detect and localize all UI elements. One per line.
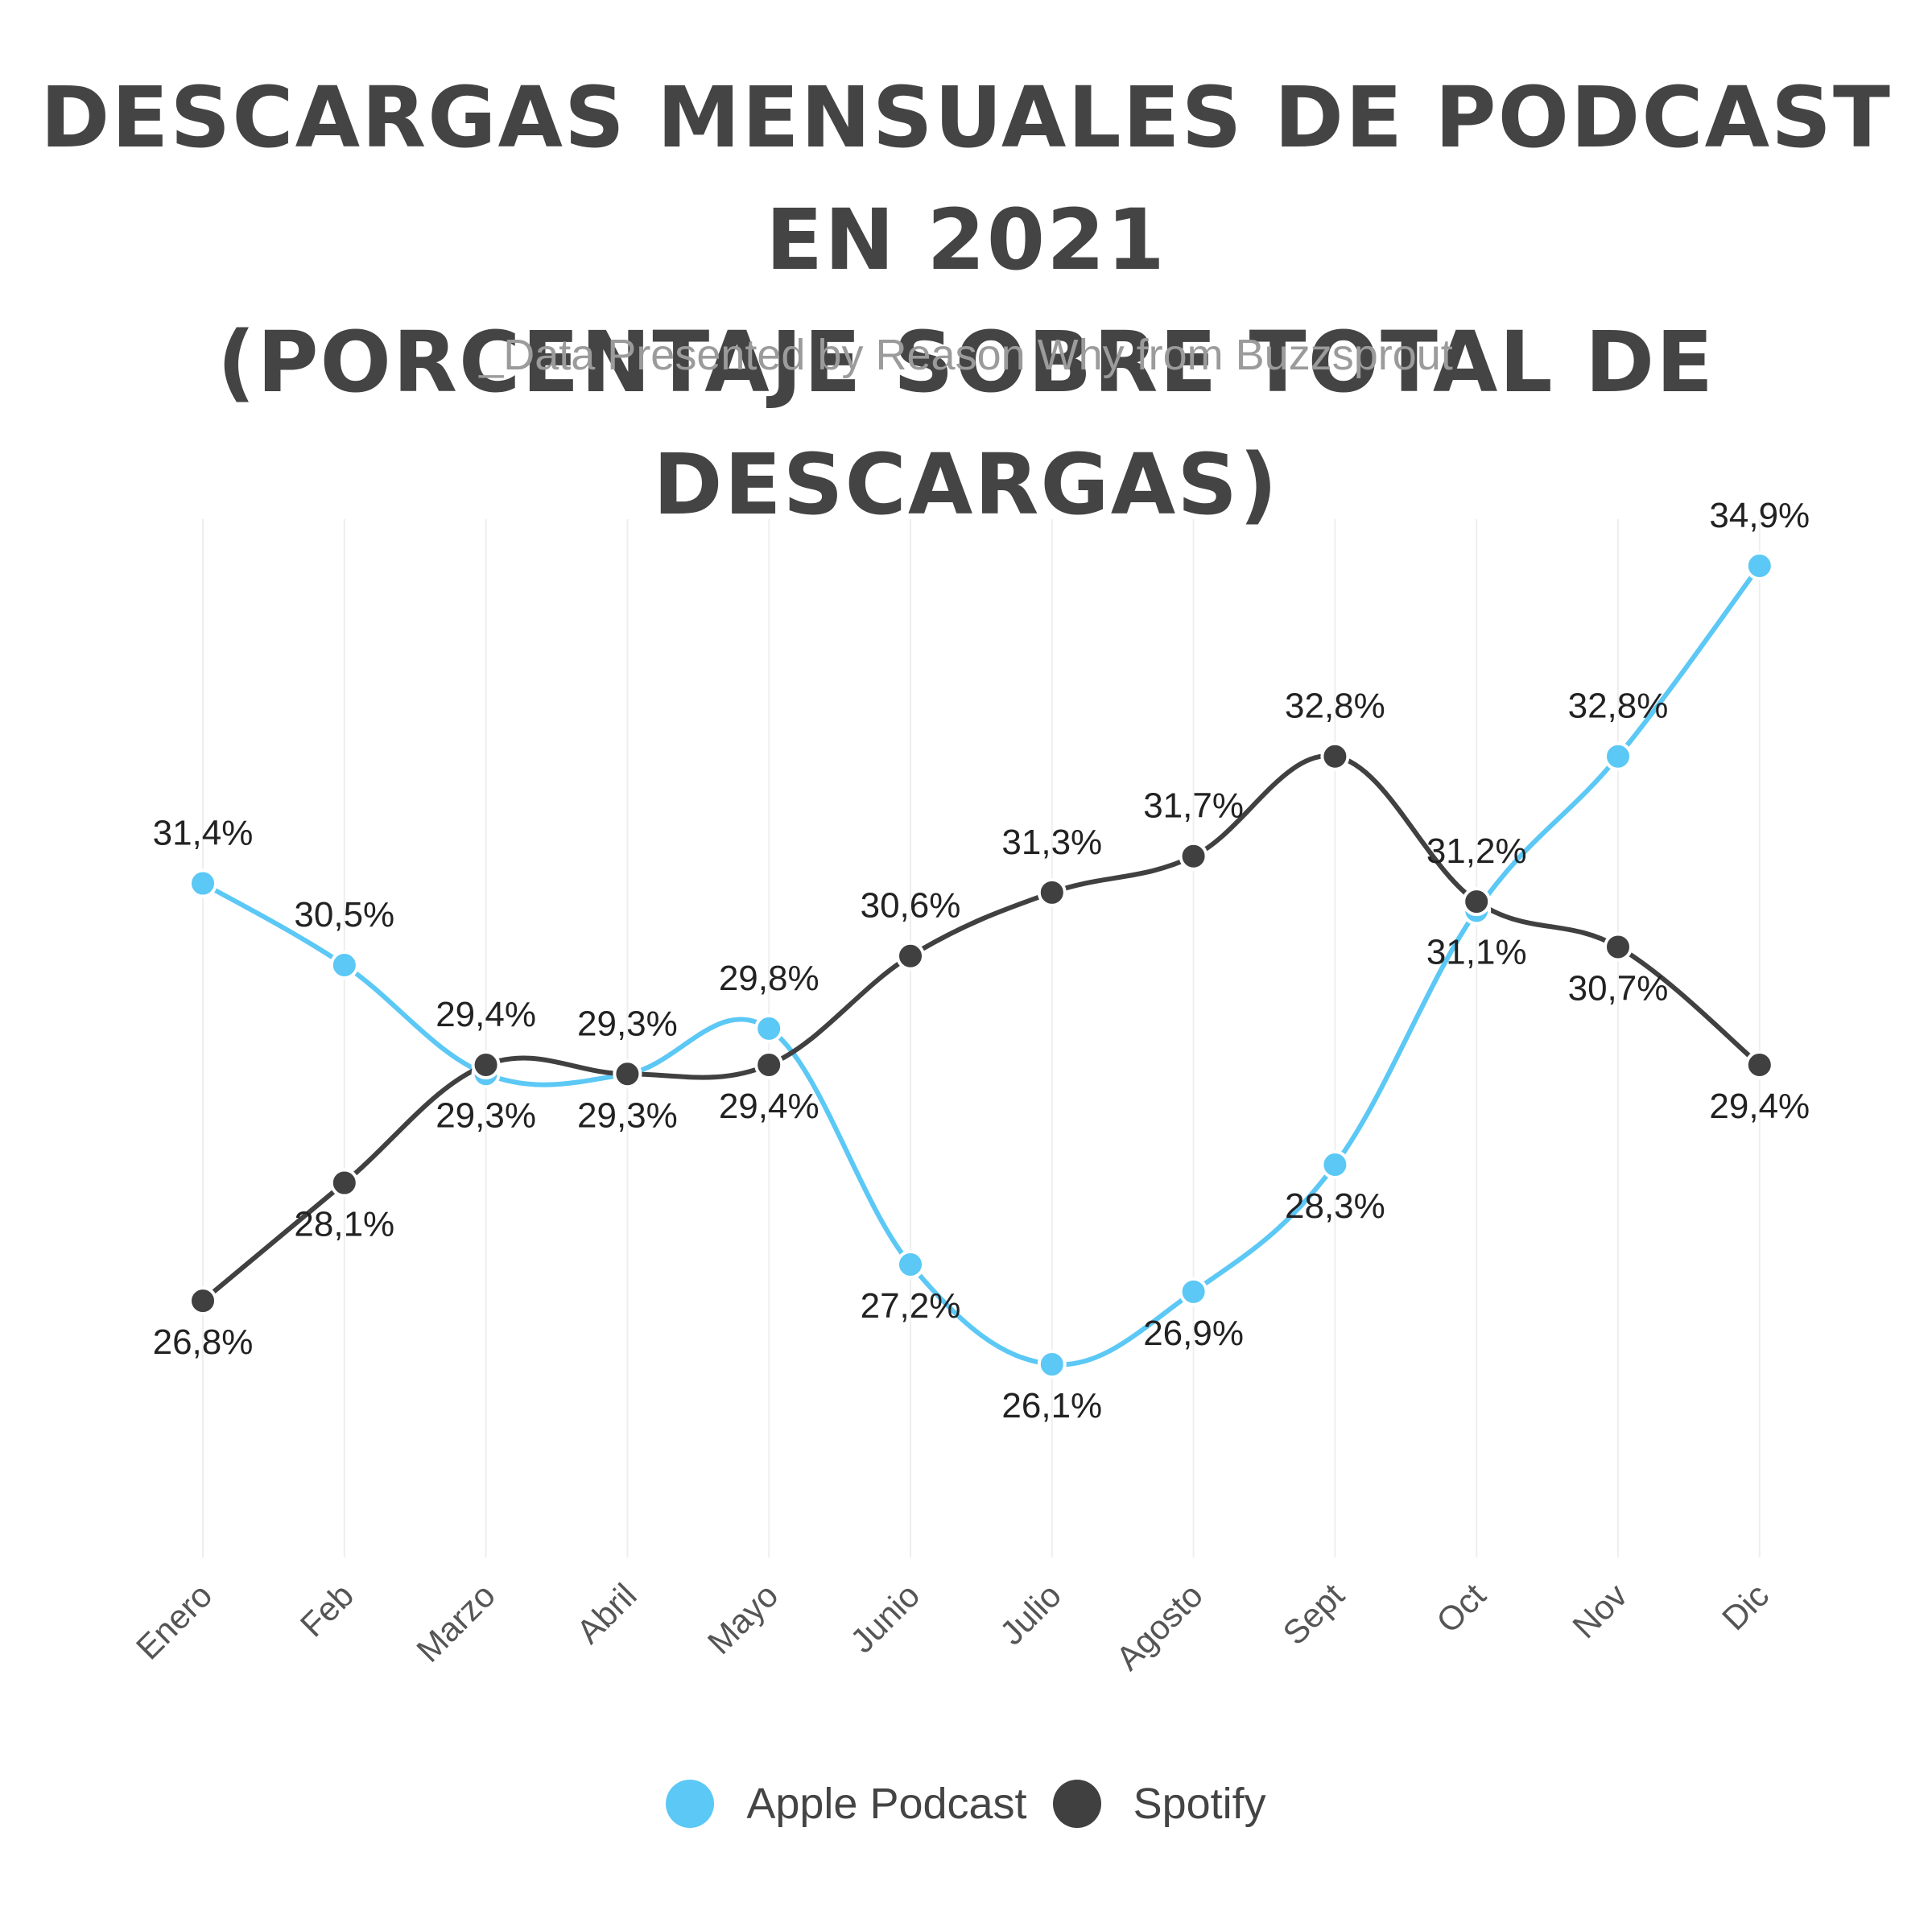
data-label-apple-podcast: 26,1%	[1001, 1386, 1102, 1425]
data-point-apple-podcast	[1320, 1150, 1350, 1179]
data-point-apple-podcast	[1179, 1277, 1208, 1306]
data-label-spotify: 31,7%	[1143, 786, 1244, 826]
data-label-spotify: 28,1%	[294, 1205, 394, 1244]
data-label-apple-podcast: 29,8%	[719, 959, 819, 998]
data-label-spotify: 31,2%	[1426, 831, 1527, 871]
data-point-apple-podcast	[329, 951, 359, 980]
data-point-spotify	[1320, 741, 1350, 771]
legend: Apple Podcast Spotify	[0, 1779, 1932, 1829]
data-point-apple-podcast	[896, 1250, 925, 1279]
data-label-spotify: 29,4%	[719, 1087, 819, 1126]
legend-item-apple-podcast: Apple Podcast	[666, 1779, 1027, 1829]
data-point-spotify	[1462, 887, 1492, 917]
data-point-spotify	[471, 1050, 501, 1079]
data-label-spotify: 31,3%	[1001, 823, 1102, 862]
legend-item-spotify: Spotify	[1052, 1779, 1266, 1829]
data-point-apple-podcast	[188, 868, 217, 898]
chart-title-line-1: DESCARGAS MENSUALES DE PODCAST EN 2021	[40, 68, 1892, 289]
data-point-spotify	[754, 1050, 784, 1079]
x-tick-label: Junio	[843, 1576, 927, 1660]
data-label-spotify: 29,4%	[1709, 1087, 1810, 1126]
data-label-spotify: 30,6%	[861, 886, 961, 926]
data-point-spotify	[613, 1059, 642, 1089]
legend-label-apple-podcast: Apple Podcast	[746, 1780, 1027, 1828]
data-point-spotify	[1744, 1050, 1774, 1079]
data-label-apple-podcast: 29,3%	[577, 1095, 678, 1135]
chart-title-line-2: (PORCENTAJE SOBRE TOTAL DE DESCARGAS)	[217, 313, 1715, 534]
data-label-apple-podcast: 31,4%	[153, 814, 254, 853]
data-label-spotify: 29,3%	[577, 1004, 678, 1043]
data-label-spotify: 26,8%	[153, 1322, 254, 1362]
x-tick-label: Oct	[1429, 1576, 1493, 1640]
legend-swatch-spotify	[1052, 1780, 1101, 1828]
legend-swatch-apple-podcast	[666, 1780, 715, 1828]
data-point-apple-podcast	[1037, 1350, 1067, 1379]
data-point-spotify	[1604, 932, 1633, 962]
chart-title: DESCARGAS MENSUALES DE PODCAST EN 2021 (…	[0, 56, 1932, 546]
chart-subtitle: _Data Presented by Reason Why from Buzzs…	[479, 331, 1453, 379]
x-tick-label: Sept	[1275, 1576, 1352, 1652]
x-tick-label: Dic	[1715, 1576, 1776, 1637]
x-tick-label: Agosto	[1108, 1576, 1210, 1677]
data-label-apple-podcast: 28,3%	[1285, 1186, 1385, 1226]
data-point-apple-podcast	[1604, 741, 1633, 771]
data-point-spotify	[1037, 877, 1067, 907]
series-line-spotify	[200, 753, 1762, 1304]
data-label-apple-podcast: 27,2%	[861, 1286, 961, 1326]
data-label-apple-podcast: 30,5%	[294, 895, 394, 934]
x-tick-label: Mayo	[700, 1576, 786, 1661]
data-label-spotify: 32,8%	[1285, 687, 1385, 726]
legend-label-spotify: Spotify	[1133, 1780, 1266, 1828]
x-tick-label: Feb	[293, 1576, 361, 1644]
data-label-spotify: 30,7%	[1568, 968, 1669, 1008]
data-point-apple-podcast	[754, 1013, 784, 1043]
data-label-apple-podcast: 31,1%	[1426, 932, 1527, 972]
data-point-spotify	[1179, 841, 1208, 871]
data-point-spotify	[329, 1168, 359, 1198]
data-point-spotify	[188, 1286, 217, 1316]
data-point-spotify	[896, 941, 925, 971]
data-label-apple-podcast: 32,8%	[1568, 687, 1669, 726]
data-label-apple-podcast: 34,9%	[1709, 496, 1810, 535]
data-label-apple-podcast: 29,3%	[436, 1095, 536, 1135]
x-tick-label: Marzo	[409, 1576, 502, 1669]
data-point-apple-podcast	[1744, 551, 1774, 580]
data-label-apple-podcast: 26,9%	[1143, 1314, 1244, 1353]
x-tick-label: Enero	[129, 1576, 219, 1666]
data-label-spotify: 29,4%	[436, 995, 536, 1034]
x-tick-label: Abril	[569, 1576, 644, 1651]
x-tick-label: Julio	[993, 1576, 1068, 1652]
x-tick-label: Nov	[1565, 1576, 1634, 1645]
